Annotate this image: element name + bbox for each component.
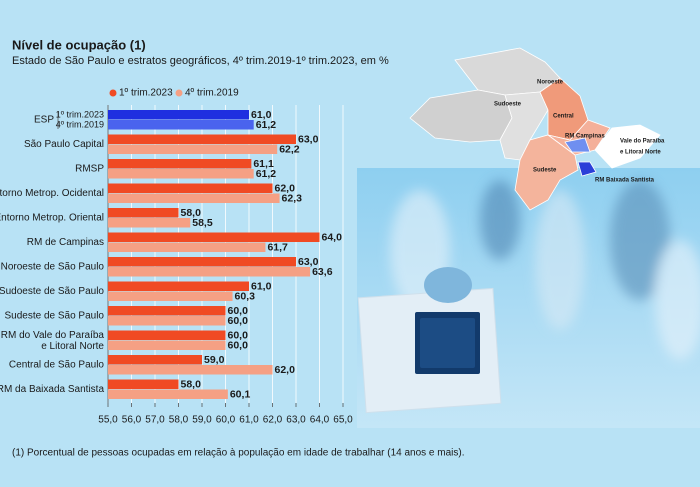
category-label: Central de São Paulo: [9, 360, 105, 371]
footnote: (1) Porcentual de pessoas ocupadas em re…: [12, 448, 465, 459]
bar: [108, 291, 233, 301]
bar: [108, 144, 278, 154]
category-label: Entorno Metrop. Oriental: [0, 213, 104, 224]
category-label: RM de Campinas: [27, 237, 104, 248]
legend-label: 4º trim.2019: [185, 88, 239, 99]
map-label: Central: [553, 114, 574, 120]
legend-marker: [175, 89, 183, 97]
data-label: 62,2: [279, 143, 300, 155]
bar: [108, 379, 179, 389]
bar: [108, 306, 226, 316]
category-label: Sudeste de São Paulo: [4, 311, 104, 322]
category-label: Sudoeste de São Paulo: [0, 286, 104, 297]
bar: [108, 208, 179, 218]
category-label: RM do Vale do Paraíba e Litoral Norte: [1, 330, 105, 352]
x-tick-label: 59,0: [192, 415, 212, 426]
bar: [108, 355, 202, 365]
map-label: Vale do Paraíba e Litoral Norte: [620, 138, 665, 155]
bar: [108, 218, 191, 228]
bar: [108, 330, 226, 340]
data-label: 61,0: [251, 280, 272, 292]
map-label: Sudoeste: [494, 102, 522, 108]
category-label: Noroeste de São Paulo: [1, 262, 105, 273]
bar: [108, 232, 320, 242]
x-tick-label: 58,0: [169, 415, 189, 426]
data-label: 60,0: [228, 305, 249, 317]
photo: [357, 168, 700, 428]
x-tick-label: 56,0: [122, 415, 142, 426]
x-tick-label: 62,0: [263, 415, 283, 426]
bar: [108, 389, 228, 399]
map-label: Noroeste: [537, 80, 564, 86]
data-label: 61,2: [256, 168, 277, 180]
bar: [108, 159, 252, 169]
data-label: 63,0: [298, 133, 319, 145]
bar: [108, 340, 226, 350]
x-tick-label: 61,0: [239, 415, 259, 426]
data-label: 58,5: [192, 217, 213, 229]
x-tick-label: 65,0: [333, 415, 353, 426]
map-label: Sudeste: [533, 168, 557, 174]
bar: [108, 316, 226, 326]
data-label: 62,3: [282, 192, 303, 204]
data-label: 61,2: [256, 119, 277, 131]
data-label: 60,0: [228, 315, 249, 327]
bar: [108, 169, 254, 179]
legend-marker: [109, 89, 117, 97]
data-label: 59,0: [204, 354, 225, 366]
data-label: 60,3: [235, 290, 256, 302]
data-label: 60,1: [230, 388, 251, 400]
data-label: 62,0: [275, 364, 296, 376]
x-tick-label: 55,0: [98, 415, 118, 426]
legend-label: 1º trim.2023: [119, 88, 173, 99]
category-label: RMSP: [75, 164, 104, 175]
bar: [108, 183, 273, 193]
x-tick-label: 63,0: [286, 415, 306, 426]
bar: [108, 134, 296, 144]
bar: [108, 110, 249, 120]
data-label: 61,1: [253, 158, 274, 170]
data-label: 60,0: [228, 329, 249, 341]
x-tick-label: 60,0: [216, 415, 236, 426]
data-label: 60,0: [228, 339, 249, 351]
data-label: 63,0: [298, 256, 319, 268]
category-label: São Paulo Capital: [24, 139, 104, 150]
bar: [108, 257, 296, 267]
map-label: RM Baixada Santista: [595, 178, 655, 184]
series-sublabel: 4º trim.2019: [56, 119, 104, 129]
x-tick-label: 57,0: [145, 415, 165, 426]
title: Nível de ocupação (1): [12, 37, 146, 52]
category-label: RM da Baixada Santista: [0, 384, 104, 395]
x-tick-label: 64,0: [310, 415, 330, 426]
bar: [108, 281, 249, 291]
category-label: ESP: [34, 115, 54, 126]
data-label: 61,7: [267, 241, 288, 253]
bar: [108, 193, 280, 203]
series-sublabel: 1º trim.2023: [56, 109, 104, 119]
map-label: RM Campinas: [565, 134, 605, 140]
subtitle: Estado de São Paulo e estratos geográfic…: [12, 55, 389, 67]
bar: [108, 267, 311, 277]
data-label: 61,0: [251, 109, 272, 121]
bar: [108, 120, 254, 130]
data-label: 62,0: [275, 182, 296, 194]
data-label: 63,6: [312, 266, 333, 278]
data-label: 64,0: [322, 231, 343, 243]
bar: [108, 242, 266, 252]
data-label: 58,0: [181, 207, 202, 219]
map: [409, 47, 661, 211]
data-label: 58,0: [181, 378, 202, 390]
category-label: Entorno Metrop. Ocidental: [0, 188, 104, 199]
bar: [108, 365, 273, 375]
